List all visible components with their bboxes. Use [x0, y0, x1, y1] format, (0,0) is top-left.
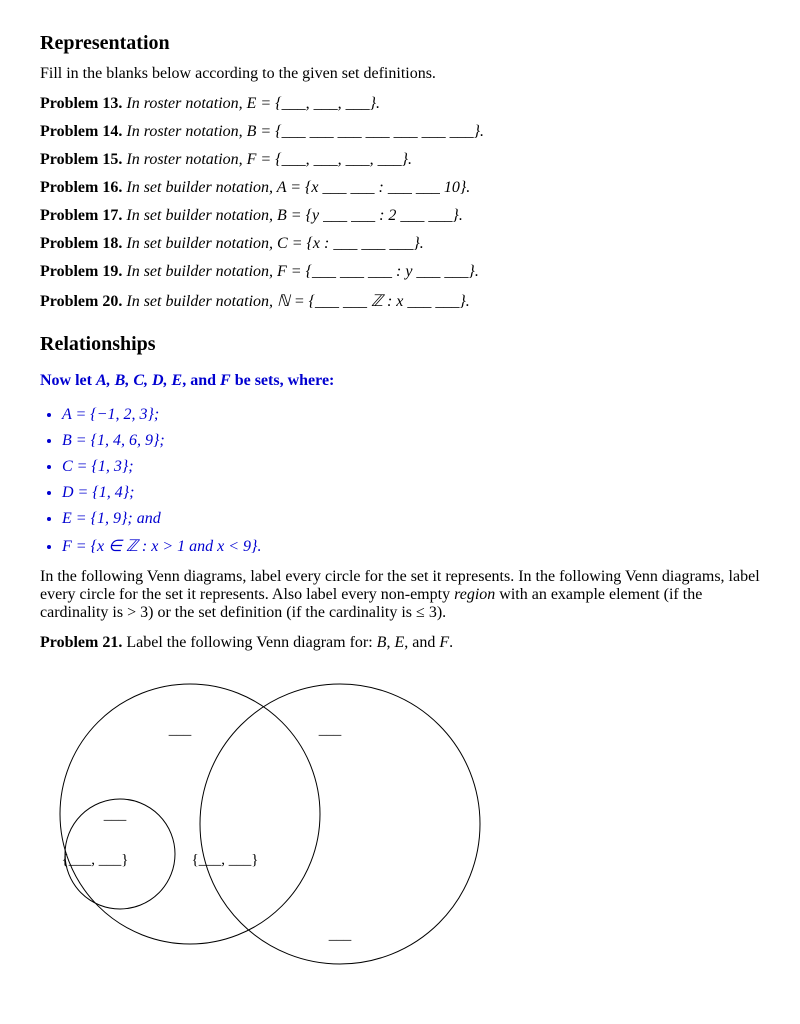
problem-15-label: Problem 15.	[40, 151, 122, 168]
problem-16-text: In set builder notation, A = {x ___ ___ …	[126, 179, 470, 196]
set-def-A: A = {−1, 2, 3};	[62, 406, 760, 424]
problem-14-label: Problem 14.	[40, 123, 122, 140]
problem-13: Problem 13. In roster notation, E = {___…	[40, 95, 760, 113]
problem-17-label: Problem 17.	[40, 207, 122, 224]
problem-18-label: Problem 18.	[40, 235, 122, 252]
problem-20-label: Problem 20.	[40, 293, 122, 310]
problem-14-text: In roster notation, B = {___ ___ ___ ___…	[126, 123, 484, 140]
problem-21-label: Problem 21.	[40, 634, 122, 651]
problem-14: Problem 14. In roster notation, B = {___…	[40, 123, 760, 141]
problem-20: Problem 20. In set builder notation, ℕ =…	[40, 291, 760, 311]
set-def-E: E = {1, 9}; and	[62, 510, 760, 528]
problem-18-text: In set builder notation, C = {x : ___ __…	[126, 235, 423, 252]
problem-19-text: In set builder notation, F = {___ ___ __…	[126, 263, 478, 280]
representation-intro: Fill in the blanks below according to th…	[40, 65, 760, 83]
set-def-F: F = {x ∈ ℤ : x > 1 and x < 9}.	[62, 536, 760, 556]
set-def-C: C = {1, 3};	[62, 458, 760, 476]
problem-13-label: Problem 13.	[40, 95, 122, 112]
problem-17-text: In set builder notation, B = {y ___ ___ …	[126, 207, 462, 224]
problem-20-text: In set builder notation, ℕ = {___ ___ ℤ …	[126, 293, 469, 310]
venn-label-right-low: ___	[328, 927, 352, 943]
venn-svg: ___ ___ ___ {___, ___} {___, ___} ___	[40, 664, 500, 984]
problem-17: Problem 17. In set builder notation, B =…	[40, 207, 760, 225]
problem-15-text: In roster notation, F = {___, ___, ___, …	[126, 151, 412, 168]
problem-16: Problem 16. In set builder notation, A =…	[40, 179, 760, 197]
venn-label-top-left: ___	[168, 722, 192, 738]
venn-label-small-set: {___, ___}	[62, 852, 129, 868]
problem-15: Problem 15. In roster notation, F = {___…	[40, 151, 760, 169]
relationships-lead: Now let A, B, C, D, E, and F be sets, wh…	[40, 372, 760, 390]
problem-19: Problem 19. In set builder notation, F =…	[40, 263, 760, 281]
problem-21-text: Label the following Venn diagram for: B,…	[126, 634, 453, 651]
venn-diagram: ___ ___ ___ {___, ___} {___, ___} ___	[40, 664, 760, 989]
problem-18: Problem 18. In set builder notation, C =…	[40, 235, 760, 253]
section-heading-representation: Representation	[40, 32, 760, 55]
venn-instructions: In the following Venn diagrams, label ev…	[40, 568, 760, 622]
set-def-B: B = {1, 4, 6, 9};	[62, 432, 760, 450]
problem-21: Problem 21. Label the following Venn dia…	[40, 634, 760, 652]
venn-label-top-right: ___	[318, 722, 342, 738]
set-definitions-list: A = {−1, 2, 3}; B = {1, 4, 6, 9}; C = {1…	[40, 406, 760, 556]
problem-13-text: In roster notation, E = {___, ___, ___}.	[126, 95, 380, 112]
problem-19-label: Problem 19.	[40, 263, 122, 280]
problem-16-label: Problem 16.	[40, 179, 122, 196]
venn-label-mid-set: {___, ___}	[192, 852, 259, 868]
venn-label-small-top: ___	[103, 807, 127, 823]
set-def-D: D = {1, 4};	[62, 484, 760, 502]
section-heading-relationships: Relationships	[40, 333, 760, 356]
